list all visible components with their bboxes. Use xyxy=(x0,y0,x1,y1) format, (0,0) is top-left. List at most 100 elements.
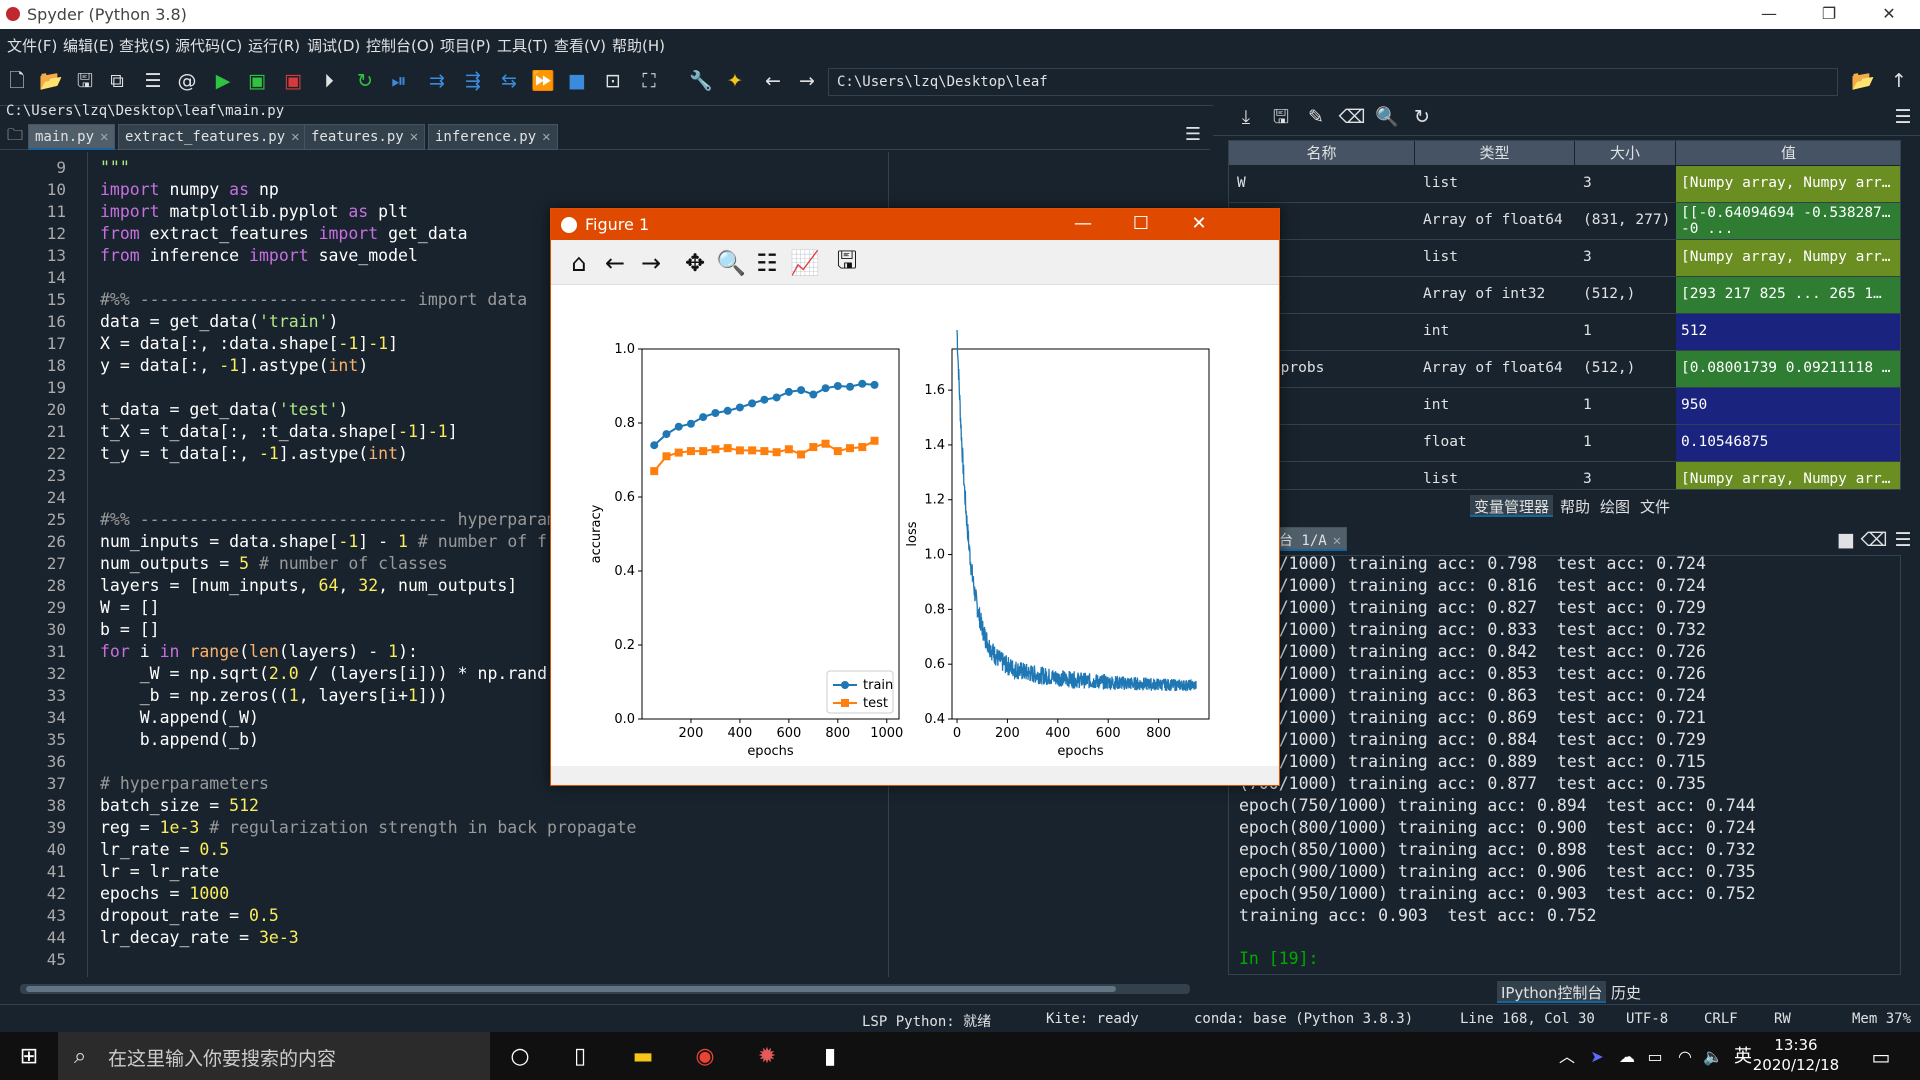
maximize-pane-icon[interactable]: ⊡ xyxy=(605,69,621,92)
menu-edit[interactable]: 编辑(E) xyxy=(63,37,115,55)
taskbar-clock[interactable]: 13:36 2020/12/18 xyxy=(1748,1035,1844,1075)
step-into-icon[interactable]: ⇶ xyxy=(465,69,481,92)
onedrive-icon[interactable]: ☁ xyxy=(1619,1047,1635,1066)
run-icon[interactable]: ▶ xyxy=(215,69,231,92)
python-path-icon[interactable]: ✦ xyxy=(727,69,743,92)
rerun-icon[interactable]: ↻ xyxy=(357,69,373,92)
debug-icon[interactable]: ⏯ xyxy=(391,69,407,92)
refresh-icon[interactable]: ↻ xyxy=(1414,105,1430,128)
close-tab-icon[interactable]: ✕ xyxy=(100,129,109,145)
menu-debug[interactable]: 调试(D) xyxy=(307,37,361,55)
tab-inference-py[interactable]: inference.py ✕ xyxy=(428,124,558,150)
import-data-icon[interactable]: ⤓ xyxy=(1241,105,1251,128)
variable-row[interactable]: Array of float64 (831, 277) [[-0.64094694 … xyxy=(1229,203,1900,240)
taskbar-search-box[interactable]: 在这里输入你要搜索的内容 xyxy=(58,1032,490,1080)
task-view-icon[interactable]: ▯ xyxy=(573,1044,587,1069)
new-file-icon[interactable]: 🗋 xyxy=(9,69,25,92)
document-taskbar-icon[interactable]: ▮ xyxy=(823,1044,837,1069)
ipython-console[interactable]: (200/1000) training acc: 0.798 test acc:… xyxy=(1228,555,1901,975)
figure-maximize-button[interactable]: ☐ xyxy=(1132,213,1150,234)
variable-row[interactable]: terfloat10.10546875 xyxy=(1229,425,1900,462)
step-icon[interactable]: ⇉ xyxy=(429,69,445,92)
zoom-icon[interactable]: 🔍 xyxy=(716,249,746,277)
menu-help[interactable]: 帮助(H) xyxy=(612,37,665,55)
close-button[interactable]: ✕ xyxy=(1882,4,1896,23)
tray-arrow-icon[interactable]: ➤ xyxy=(1590,1047,1604,1066)
spyder-taskbar-icon[interactable]: ✹ xyxy=(757,1044,777,1069)
console-options-icon[interactable]: ☰ xyxy=(1894,528,1912,551)
col-header-size[interactable]: 大小 xyxy=(1575,141,1676,165)
browse-tabs-icon[interactable]: 🗀 xyxy=(6,125,23,144)
tab-main-py[interactable]: main.py ✕ xyxy=(28,124,116,150)
pan-icon[interactable]: ✥ xyxy=(684,249,706,277)
notifications-icon[interactable]: ▭ xyxy=(1871,1045,1891,1069)
conda-status[interactable]: conda: base (Python 3.8.3) xyxy=(1194,1011,1414,1027)
working-directory-input[interactable]: C:\Users\lzq\Desktop\leaf xyxy=(828,68,1838,96)
back-icon[interactable]: ← xyxy=(604,249,626,277)
continue-icon[interactable]: ⏩ xyxy=(531,69,555,92)
tab-help[interactable]: 帮助 xyxy=(1556,495,1595,517)
windows-start-icon[interactable]: ⊞ xyxy=(19,1044,39,1069)
menu-run[interactable]: 运行(R) xyxy=(248,37,301,55)
search-icon[interactable]: 🔍 xyxy=(1375,105,1399,128)
close-tab-icon[interactable]: ✕ xyxy=(409,129,419,145)
menu-view[interactable]: 查看(V) xyxy=(554,37,606,55)
variable-row[interactable]: pochint1950 xyxy=(1229,388,1900,425)
stop-icon[interactable]: ■ xyxy=(568,69,586,92)
eraser-icon[interactable]: ⌫ xyxy=(1338,105,1366,128)
menu-file[interactable]: 文件(F) xyxy=(7,37,58,55)
col-header-name[interactable]: 名称 xyxy=(1229,141,1415,165)
minimize-button[interactable]: — xyxy=(1761,4,1777,23)
console-prompt[interactable]: In [19]: xyxy=(1239,949,1319,968)
run-cell-icon[interactable]: ▣ xyxy=(248,69,266,92)
chrome-icon[interactable]: ◉ xyxy=(695,1044,715,1069)
pane-options-icon[interactable]: ☰ xyxy=(1894,105,1912,128)
tray-chevron-icon[interactable]: ︿ xyxy=(1558,1047,1575,1066)
save-data-icon[interactable]: 🖫 xyxy=(1272,105,1290,128)
at-icon[interactable]: @ xyxy=(177,69,197,92)
edit-axis-icon[interactable]: 📈 xyxy=(790,249,820,277)
tab-history[interactable]: 历史 xyxy=(1607,981,1646,1003)
save-all-icon[interactable]: ⧉ xyxy=(110,69,124,92)
figure-close-button[interactable]: ✕ xyxy=(1191,213,1207,234)
tab-files[interactable]: 文件 xyxy=(1636,495,1675,517)
save-figure-icon[interactable]: 🖫 xyxy=(836,245,858,274)
editor-options-icon[interactable]: ☰ xyxy=(1184,124,1202,145)
outline-icon[interactable]: ☰ xyxy=(144,69,162,92)
editor-horizontal-scrollbar[interactable] xyxy=(20,984,1190,994)
step-return-icon[interactable]: ⇆ xyxy=(501,69,517,92)
kite-status[interactable]: Kite: ready xyxy=(1046,1011,1139,1027)
lsp-status[interactable]: LSP Python: 就绪 xyxy=(862,1014,992,1030)
console-tab[interactable]: 台 1/A ✕ xyxy=(1273,527,1348,551)
variable-row[interactable]: t_logprobs Array of float64 (512,) [0.08001… xyxy=(1229,351,1900,388)
battery-icon[interactable]: ▭ xyxy=(1647,1047,1663,1066)
tab-ipython-console[interactable]: IPython控制台 xyxy=(1497,981,1607,1003)
figure-minimize-button[interactable]: — xyxy=(1074,213,1092,234)
preferences-icon[interactable]: 🔧 xyxy=(689,69,713,92)
forward-icon[interactable]: → xyxy=(640,249,662,277)
browse-folder-icon[interactable]: 📂 xyxy=(1851,69,1875,92)
variable-row[interactable]: _maskArray of int32(512,)[293 217 825 ..… xyxy=(1229,277,1900,314)
menu-source[interactable]: 源代码(C) xyxy=(175,37,243,55)
save-as-icon[interactable]: ✎ xyxy=(1308,105,1324,128)
run-selection-icon[interactable]: ⏵ xyxy=(324,69,334,92)
wifi-icon[interactable]: ◠ xyxy=(1678,1047,1692,1066)
variable-row[interactable]: _sizeint1512 xyxy=(1229,314,1900,351)
close-tab-icon[interactable]: ✕ xyxy=(291,129,300,145)
volume-icon[interactable]: 🔈 xyxy=(1703,1047,1723,1066)
menu-search[interactable]: 查找(S) xyxy=(119,37,171,55)
tab-variable-explorer[interactable]: 变量管理器 xyxy=(1470,495,1554,517)
col-header-type[interactable]: 类型 xyxy=(1415,141,1575,165)
tab-features-py[interactable]: features.py ✕ xyxy=(304,124,426,150)
fullscreen-icon[interactable]: ⛶ xyxy=(642,69,656,92)
clear-console-icon[interactable]: ⌫ xyxy=(1860,528,1888,551)
home-icon[interactable]: ⌂ xyxy=(571,249,587,277)
forward-icon[interactable]: → xyxy=(799,69,815,92)
stop-kernel-icon[interactable]: ■ xyxy=(1837,528,1855,551)
cortana-icon[interactable]: ○ xyxy=(510,1044,530,1069)
tab-extract-features-py[interactable]: extract_features.py ✕ xyxy=(118,124,307,150)
open-file-icon[interactable]: 📂 xyxy=(39,69,63,92)
subplots-config-icon[interactable]: ☷ xyxy=(756,249,778,277)
run-cell-advance-icon[interactable]: ▣ xyxy=(284,69,302,92)
restore-button[interactable]: ❐ xyxy=(1821,4,1837,23)
